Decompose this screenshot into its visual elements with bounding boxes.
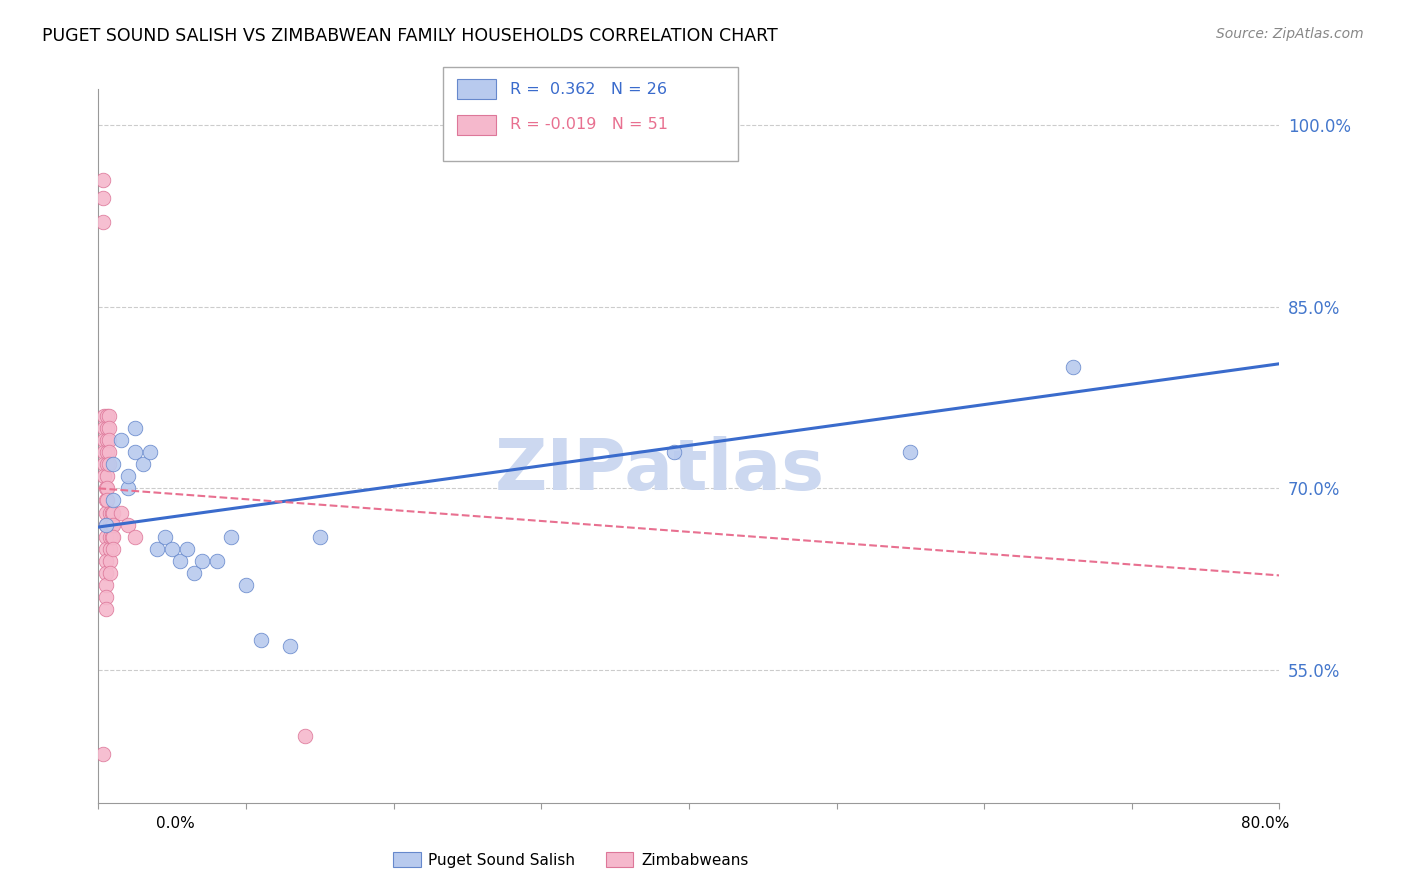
Point	[96, 433, 118, 447]
Point	[250, 632, 273, 647]
Point	[162, 541, 183, 556]
Point	[96, 493, 118, 508]
Point	[900, 445, 922, 459]
Point	[93, 469, 115, 483]
Point	[132, 457, 155, 471]
Text: R = -0.019   N = 51: R = -0.019 N = 51	[510, 118, 668, 132]
Point	[103, 506, 125, 520]
Point	[94, 530, 117, 544]
Point	[94, 590, 117, 604]
Point	[91, 215, 114, 229]
Point	[94, 517, 117, 532]
Legend: Puget Sound Salish, Zimbabweans: Puget Sound Salish, Zimbabweans	[387, 846, 755, 873]
Point	[96, 409, 118, 423]
Point	[124, 530, 146, 544]
Point	[94, 554, 117, 568]
Point	[1062, 360, 1084, 375]
Point	[94, 566, 117, 580]
Point	[280, 639, 302, 653]
Point	[103, 517, 125, 532]
Point	[96, 445, 118, 459]
Point	[94, 578, 117, 592]
Point	[96, 457, 118, 471]
Point	[103, 541, 125, 556]
Text: Source: ZipAtlas.com: Source: ZipAtlas.com	[1216, 27, 1364, 41]
Point	[91, 173, 114, 187]
Point	[93, 433, 115, 447]
Point	[94, 493, 117, 508]
Text: PUGET SOUND SALISH VS ZIMBABWEAN FAMILY HOUSEHOLDS CORRELATION CHART: PUGET SOUND SALISH VS ZIMBABWEAN FAMILY …	[42, 27, 778, 45]
Point	[91, 747, 114, 762]
Point	[96, 481, 118, 495]
Text: R =  0.362   N = 26: R = 0.362 N = 26	[510, 82, 668, 96]
Point	[110, 433, 132, 447]
Point	[117, 517, 139, 532]
Point	[98, 517, 121, 532]
Point	[103, 457, 125, 471]
Point	[93, 421, 115, 435]
Point	[309, 530, 332, 544]
Point	[103, 530, 125, 544]
Point	[146, 541, 169, 556]
Point	[100, 530, 122, 544]
Point	[98, 506, 121, 520]
Point	[205, 554, 228, 568]
Point	[93, 445, 115, 459]
Point	[94, 506, 117, 520]
Point	[98, 530, 121, 544]
Point	[98, 554, 121, 568]
Point	[94, 481, 117, 495]
Point	[221, 530, 243, 544]
Point	[110, 506, 132, 520]
Point	[91, 191, 114, 205]
Point	[124, 421, 146, 435]
Point	[124, 445, 146, 459]
Text: 0.0%: 0.0%	[156, 816, 195, 831]
Point	[94, 602, 117, 616]
Point	[100, 506, 122, 520]
Point	[664, 445, 686, 459]
Point	[98, 566, 121, 580]
Point	[94, 517, 117, 532]
Point	[117, 481, 139, 495]
Point	[93, 409, 115, 423]
Point	[139, 445, 162, 459]
Text: ZIPatlas: ZIPatlas	[495, 435, 824, 505]
Point	[98, 541, 121, 556]
Point	[183, 566, 205, 580]
Point	[96, 469, 118, 483]
Point	[96, 421, 118, 435]
Point	[117, 469, 139, 483]
Point	[103, 493, 125, 508]
Point	[97, 421, 120, 435]
Point	[97, 445, 120, 459]
Point	[94, 541, 117, 556]
Point	[97, 409, 120, 423]
Point	[169, 554, 191, 568]
Point	[93, 457, 115, 471]
Point	[191, 554, 214, 568]
Point	[100, 517, 122, 532]
Text: 80.0%: 80.0%	[1241, 816, 1289, 831]
Point	[235, 578, 257, 592]
Point	[153, 530, 176, 544]
Point	[176, 541, 198, 556]
Point	[97, 433, 120, 447]
Point	[294, 729, 316, 743]
Point	[97, 457, 120, 471]
